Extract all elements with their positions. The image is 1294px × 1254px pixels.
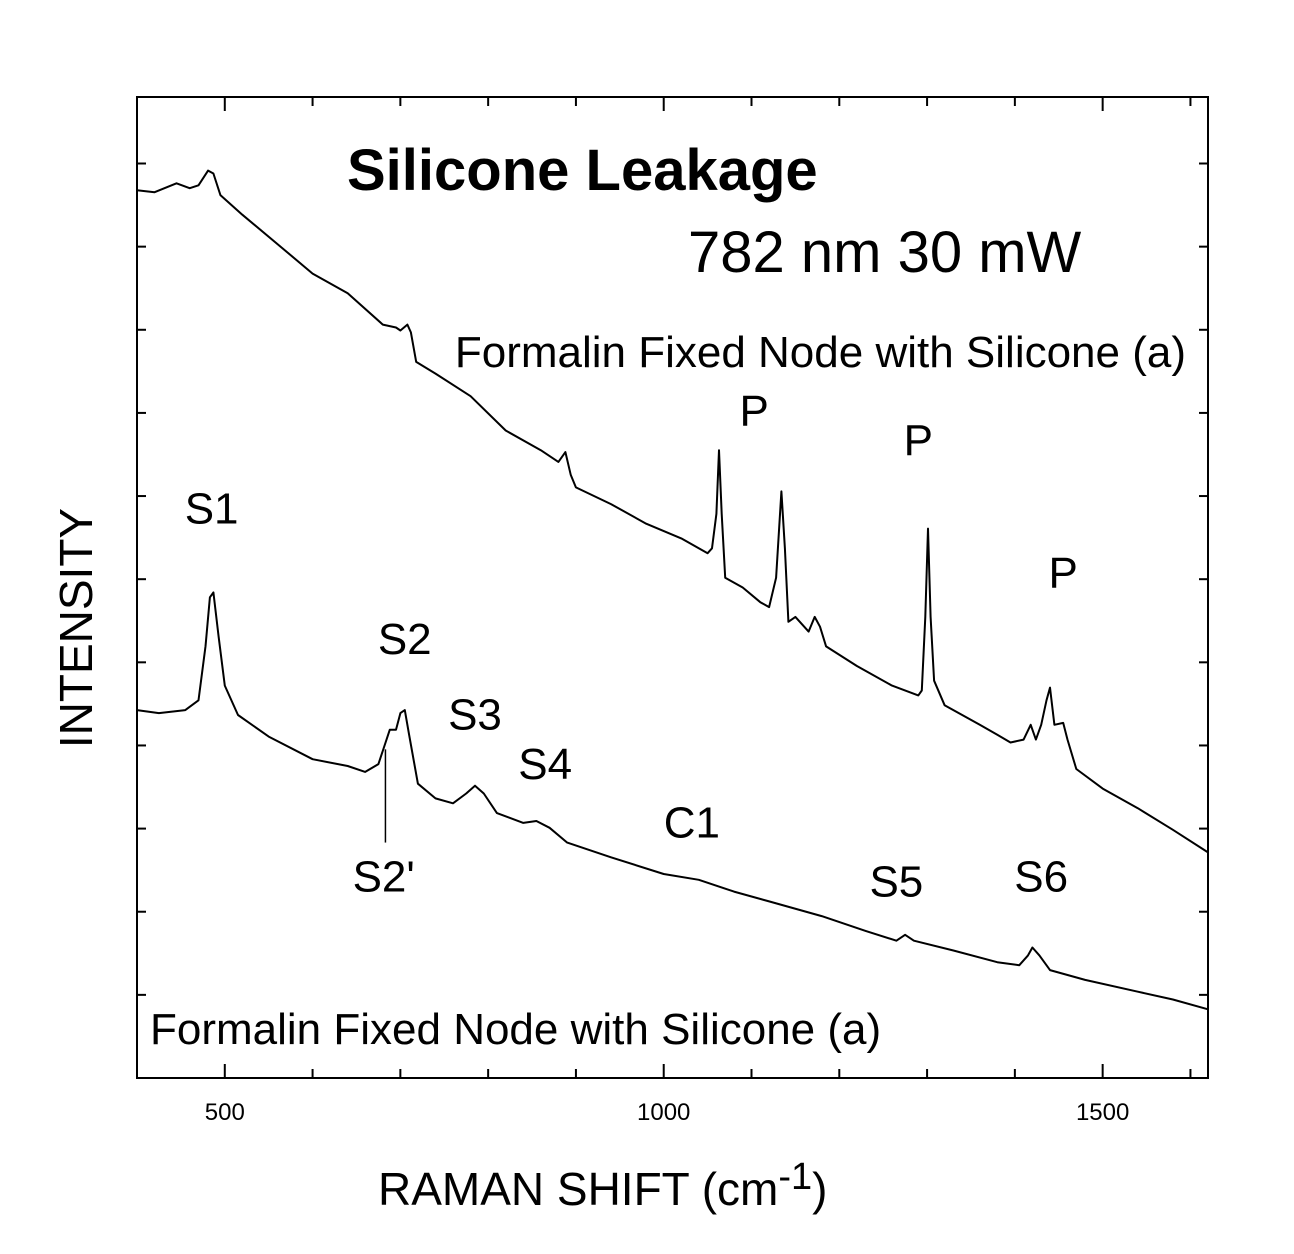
chart-title: Silicone Leakage [347, 138, 818, 203]
x-axis-label: RAMAN SHIFT (cm-1) [378, 1156, 828, 1215]
peak-label: P [739, 387, 768, 436]
plot-frame [136, 96, 1209, 1079]
peak-label: S3 [448, 691, 502, 740]
chart-subtitle: 782 nm 30 mW [688, 220, 1082, 285]
series-a-line [136, 591, 1209, 1011]
peak-label: S2 [378, 615, 432, 664]
series-b-label: Formalin Fixed Node with Silicone (a) [455, 328, 1186, 377]
peak-label: S4 [518, 740, 572, 789]
peak-label: S2' [353, 853, 415, 902]
x-axis-ticks: 500 1000 1500 [205, 97, 1192, 1126]
y-axis-ticks [137, 162, 1208, 996]
x-tick-label: 1500 [1076, 1099, 1129, 1126]
x-axis-label-close: ) [812, 1163, 827, 1215]
x-axis-label-sup: -1 [778, 1156, 812, 1198]
x-axis-label-main: RAMAN SHIFT (cm [378, 1163, 778, 1215]
x-tick-label: 1000 [637, 1099, 690, 1126]
peak-label: S6 [1014, 853, 1068, 902]
peak-label: S5 [869, 858, 923, 907]
peak-label: P [1048, 549, 1077, 598]
x-tick-label: 500 [205, 1099, 245, 1126]
peak-label: P [904, 416, 933, 465]
series-a-label: Formalin Fixed Node with Silicone (a) [150, 1005, 881, 1054]
series-b-line [136, 169, 1209, 854]
peak-labels: S1 S2 S3 S4 C1 S5 S6 S2' P P P [185, 387, 1078, 907]
y-axis-label: INTENSITY [50, 508, 102, 748]
peak-label: C1 [664, 799, 720, 848]
peak-label: S1 [185, 485, 239, 534]
series-lines [136, 169, 1209, 1011]
